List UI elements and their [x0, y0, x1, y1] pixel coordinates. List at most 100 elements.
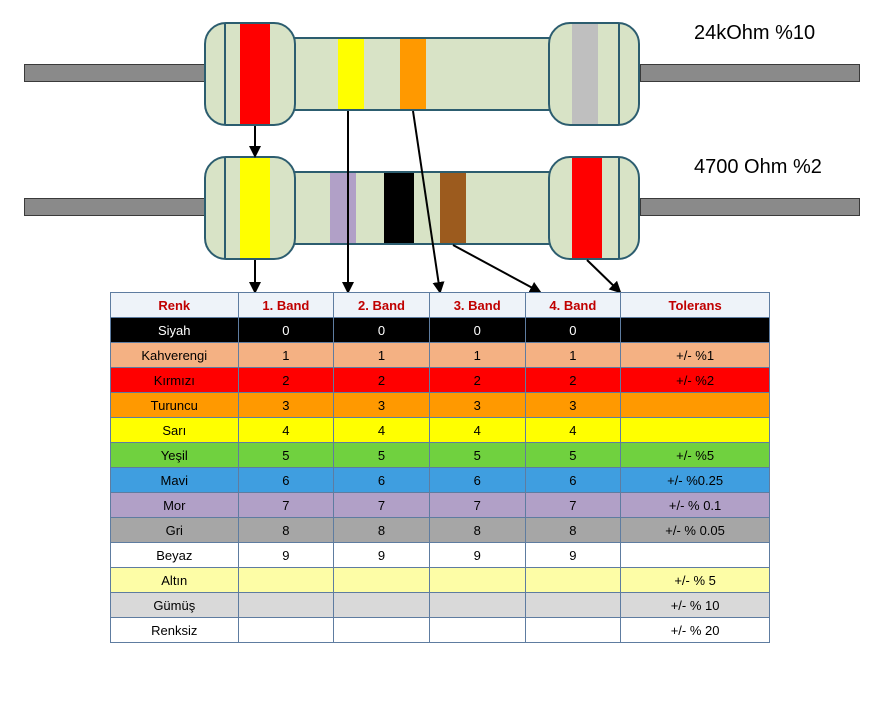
resistor-2-wire-right	[640, 198, 860, 216]
table-cell: 2	[525, 368, 621, 393]
table-cell: 9	[525, 543, 621, 568]
table-cell: 8	[334, 518, 430, 543]
table-cell: 2	[334, 368, 430, 393]
table-row: Altın +/- % 5	[111, 568, 770, 593]
table-cell: 9	[334, 543, 430, 568]
table-cell: +/- % 20	[621, 618, 770, 643]
table-cell: Gümüş	[111, 593, 239, 618]
table-cell	[238, 593, 334, 618]
table-cell: Kahverengi	[111, 343, 239, 368]
resistor1-band-4	[572, 24, 598, 124]
table-cell: +/- %1	[621, 343, 770, 368]
table-header-4: 4. Band	[525, 293, 621, 318]
resistor-diagram-area: 24kOhm %10 4700 Ohm %2	[0, 0, 874, 280]
table-cell: 7	[334, 493, 430, 518]
table-cell: Renksiz	[111, 618, 239, 643]
table-row: Mavi6666+/- %0.25	[111, 468, 770, 493]
table-cell: 0	[429, 318, 525, 343]
resistor-1-wire-right	[640, 64, 860, 82]
table-cell: 6	[525, 468, 621, 493]
table-cell: 8	[429, 518, 525, 543]
resistor2-band-1	[240, 158, 270, 258]
table-cell: 5	[334, 443, 430, 468]
table-cell: +/- % 0.05	[621, 518, 770, 543]
table-cell: +/- %5	[621, 443, 770, 468]
arrow-6	[587, 260, 620, 292]
table-cell: 5	[238, 443, 334, 468]
table-cell: Mor	[111, 493, 239, 518]
table-cell: 0	[238, 318, 334, 343]
table-cell	[429, 568, 525, 593]
resistor1-band-1	[240, 24, 270, 124]
table-row: Turuncu3333	[111, 393, 770, 418]
resistor1-band-3	[400, 39, 426, 109]
resistor-1-wire-left	[24, 64, 206, 82]
table-cell	[525, 618, 621, 643]
resistor2-band-5	[572, 158, 602, 258]
table-cell: +/- %2	[621, 368, 770, 393]
table-cell: 8	[525, 518, 621, 543]
table-cell: 6	[334, 468, 430, 493]
table-header-0: Renk	[111, 293, 239, 318]
table-cell	[525, 593, 621, 618]
table-cell: Yeşil	[111, 443, 239, 468]
table-cell: 4	[334, 418, 430, 443]
color-code-table-wrap: Renk1. Band2. Band3. Band4. BandTolerans…	[110, 292, 770, 643]
table-header-2: 2. Band	[334, 293, 430, 318]
table-cell: 1	[238, 343, 334, 368]
table-cell	[334, 593, 430, 618]
table-cell	[525, 568, 621, 593]
table-cell: +/- %0.25	[621, 468, 770, 493]
resistor2-band-2	[330, 173, 356, 243]
table-cell	[238, 618, 334, 643]
table-row: Gri8888+/- % 0.05	[111, 518, 770, 543]
table-cell: 7	[525, 493, 621, 518]
resistor-1-end-left-line	[224, 24, 226, 124]
table-cell: Beyaz	[111, 543, 239, 568]
table-cell: 3	[525, 393, 621, 418]
table-cell: 1	[334, 343, 430, 368]
table-cell: 1	[429, 343, 525, 368]
table-cell: 9	[238, 543, 334, 568]
table-cell: 2	[429, 368, 525, 393]
table-cell	[429, 618, 525, 643]
table-cell: Mavi	[111, 468, 239, 493]
arrow-5	[453, 245, 540, 292]
color-code-table: Renk1. Band2. Band3. Band4. BandTolerans…	[110, 292, 770, 643]
table-header-row: Renk1. Band2. Band3. Band4. BandTolerans	[111, 293, 770, 318]
table-cell: Turuncu	[111, 393, 239, 418]
table-cell: 0	[334, 318, 430, 343]
table-row: Siyah0000	[111, 318, 770, 343]
table-header-5: Tolerans	[621, 293, 770, 318]
table-cell: 3	[429, 393, 525, 418]
table-row: Beyaz9999	[111, 543, 770, 568]
table-cell: 1	[525, 343, 621, 368]
table-row: Kahverengi1111+/- %1	[111, 343, 770, 368]
table-row: Kırmızı2222+/- %2	[111, 368, 770, 393]
table-cell: 2	[238, 368, 334, 393]
resistor2-band-3	[384, 173, 414, 243]
table-cell	[429, 593, 525, 618]
table-cell: 5	[429, 443, 525, 468]
table-cell: 6	[429, 468, 525, 493]
table-cell	[334, 568, 430, 593]
resistor-1-end-right-line	[618, 24, 620, 124]
table-cell: +/- % 10	[621, 593, 770, 618]
table-cell: 7	[429, 493, 525, 518]
table-cell: 3	[334, 393, 430, 418]
table-cell	[334, 618, 430, 643]
table-cell: Sarı	[111, 418, 239, 443]
table-cell: 5	[525, 443, 621, 468]
resistor-2-end-right-line	[618, 158, 620, 258]
table-cell	[621, 418, 770, 443]
table-cell: 4	[238, 418, 334, 443]
resistor-1-label: 24kOhm %10	[694, 22, 815, 45]
table-cell: Altın	[111, 568, 239, 593]
table-cell: Siyah	[111, 318, 239, 343]
table-cell: 6	[238, 468, 334, 493]
table-cell	[621, 543, 770, 568]
table-row: Gümüş +/- % 10	[111, 593, 770, 618]
table-row: Mor7777+/- % 0.1	[111, 493, 770, 518]
resistor-2-end-left-line	[224, 158, 226, 258]
table-cell: +/- % 5	[621, 568, 770, 593]
